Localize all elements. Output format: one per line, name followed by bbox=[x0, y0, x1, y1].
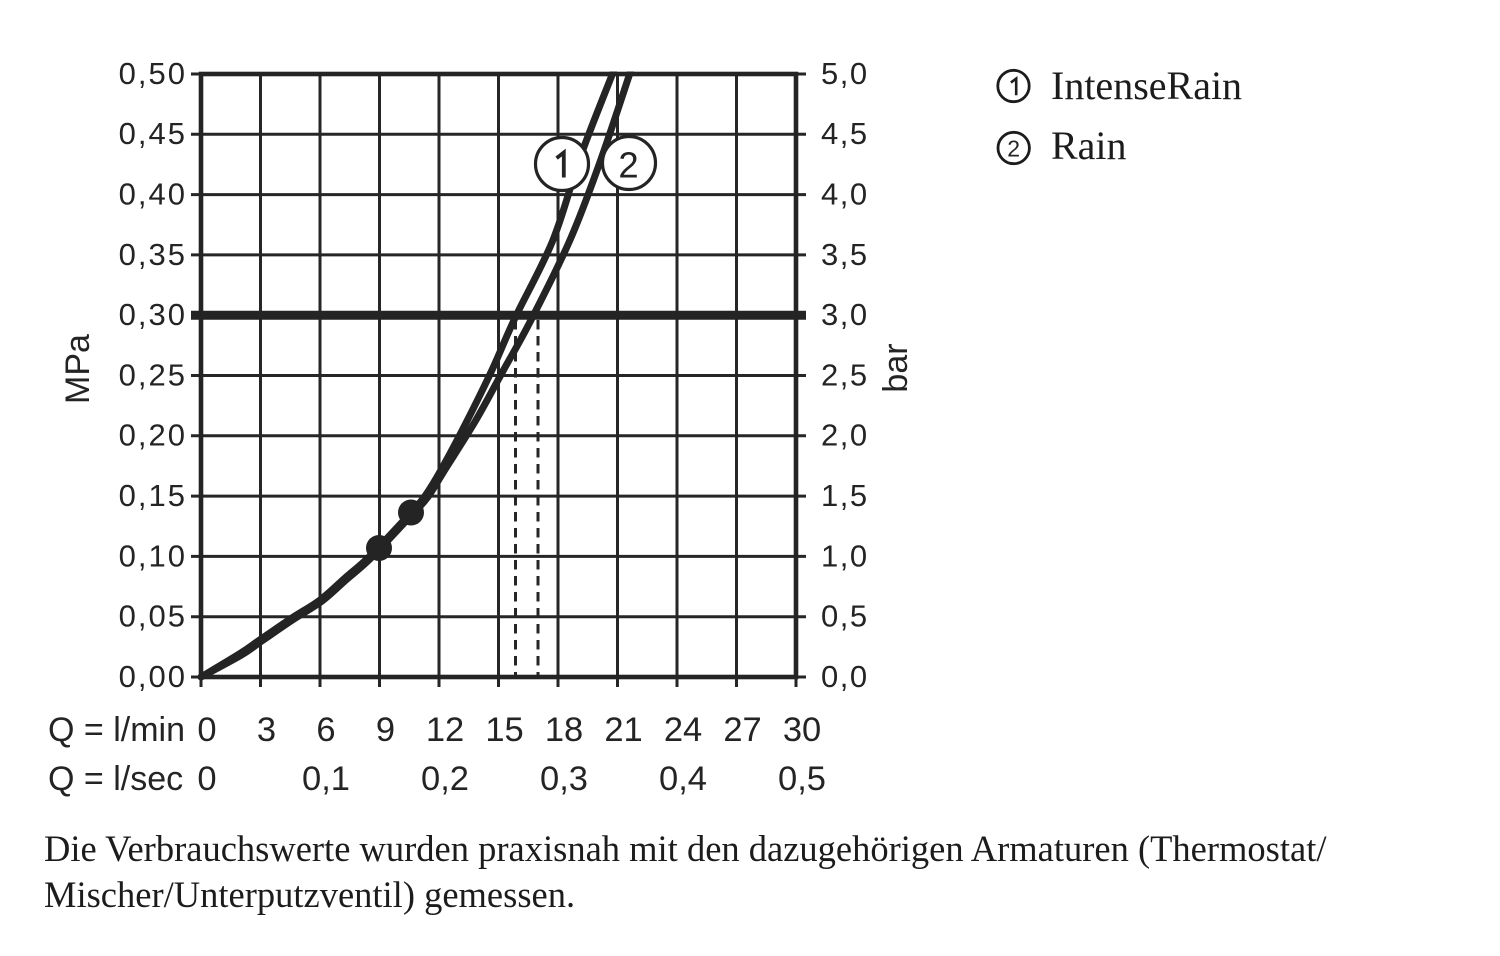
svg-text:0,35: 0,35 bbox=[119, 237, 187, 272]
svg-text:0,05: 0,05 bbox=[119, 599, 187, 634]
svg-text:0,40: 0,40 bbox=[119, 177, 187, 212]
svg-text:3,5: 3,5 bbox=[821, 237, 869, 272]
svg-text:0,4: 0,4 bbox=[659, 760, 707, 798]
svg-text:MPa: MPa bbox=[59, 334, 97, 404]
svg-text:Mischer/Unterputzventil) gemes: Mischer/Unterputzventil) gemessen. bbox=[44, 874, 575, 915]
svg-text:9: 9 bbox=[376, 711, 395, 749]
svg-text:0: 0 bbox=[197, 760, 216, 798]
svg-text:Die Verbrauchswerte wurden pra: Die Verbrauchswerte wurden praxisnah mit… bbox=[44, 828, 1327, 869]
svg-text:0,1: 0,1 bbox=[302, 760, 350, 798]
svg-text:1,0: 1,0 bbox=[821, 538, 869, 573]
svg-text:0,15: 0,15 bbox=[119, 478, 187, 513]
svg-text:0,0: 0,0 bbox=[821, 659, 869, 694]
svg-text:Q = l/sec: Q = l/sec bbox=[48, 760, 183, 798]
svg-text:5,0: 5,0 bbox=[821, 56, 869, 91]
svg-text:0,2: 0,2 bbox=[421, 760, 469, 798]
svg-text:24: 24 bbox=[664, 711, 702, 749]
svg-text:Rain: Rain bbox=[1051, 123, 1127, 168]
svg-text:12: 12 bbox=[426, 711, 464, 749]
svg-text:6: 6 bbox=[316, 711, 335, 749]
svg-text:15: 15 bbox=[485, 711, 523, 749]
svg-text:4,5: 4,5 bbox=[821, 116, 869, 151]
svg-text:2,0: 2,0 bbox=[821, 418, 869, 453]
svg-text:0: 0 bbox=[197, 711, 216, 749]
svg-text:2,5: 2,5 bbox=[821, 357, 869, 392]
svg-text:0,30: 0,30 bbox=[119, 297, 187, 332]
svg-text:0,3: 0,3 bbox=[540, 760, 588, 798]
svg-text:0,45: 0,45 bbox=[119, 116, 187, 151]
svg-text:21: 21 bbox=[604, 711, 642, 749]
svg-text:3,0: 3,0 bbox=[821, 297, 869, 332]
svg-text:0,5: 0,5 bbox=[778, 760, 826, 798]
svg-text:2: 2 bbox=[1007, 135, 1020, 161]
svg-text:IntenseRain: IntenseRain bbox=[1051, 63, 1242, 108]
svg-text:30: 30 bbox=[783, 711, 821, 749]
svg-text:bar: bar bbox=[877, 343, 915, 392]
svg-text:4,0: 4,0 bbox=[821, 177, 869, 212]
svg-text:0,50: 0,50 bbox=[119, 56, 187, 91]
svg-text:Q = l/min: Q = l/min bbox=[48, 711, 185, 749]
svg-text:3: 3 bbox=[257, 711, 276, 749]
svg-text:0,10: 0,10 bbox=[119, 538, 187, 573]
svg-text:0,00: 0,00 bbox=[119, 659, 187, 694]
svg-text:0,20: 0,20 bbox=[119, 418, 187, 453]
svg-text:2: 2 bbox=[618, 145, 638, 186]
svg-text:0,25: 0,25 bbox=[119, 357, 187, 392]
svg-text:0,5: 0,5 bbox=[821, 599, 869, 634]
svg-text:18: 18 bbox=[545, 711, 583, 749]
svg-text:27: 27 bbox=[723, 711, 761, 749]
svg-text:1,5: 1,5 bbox=[821, 478, 869, 513]
